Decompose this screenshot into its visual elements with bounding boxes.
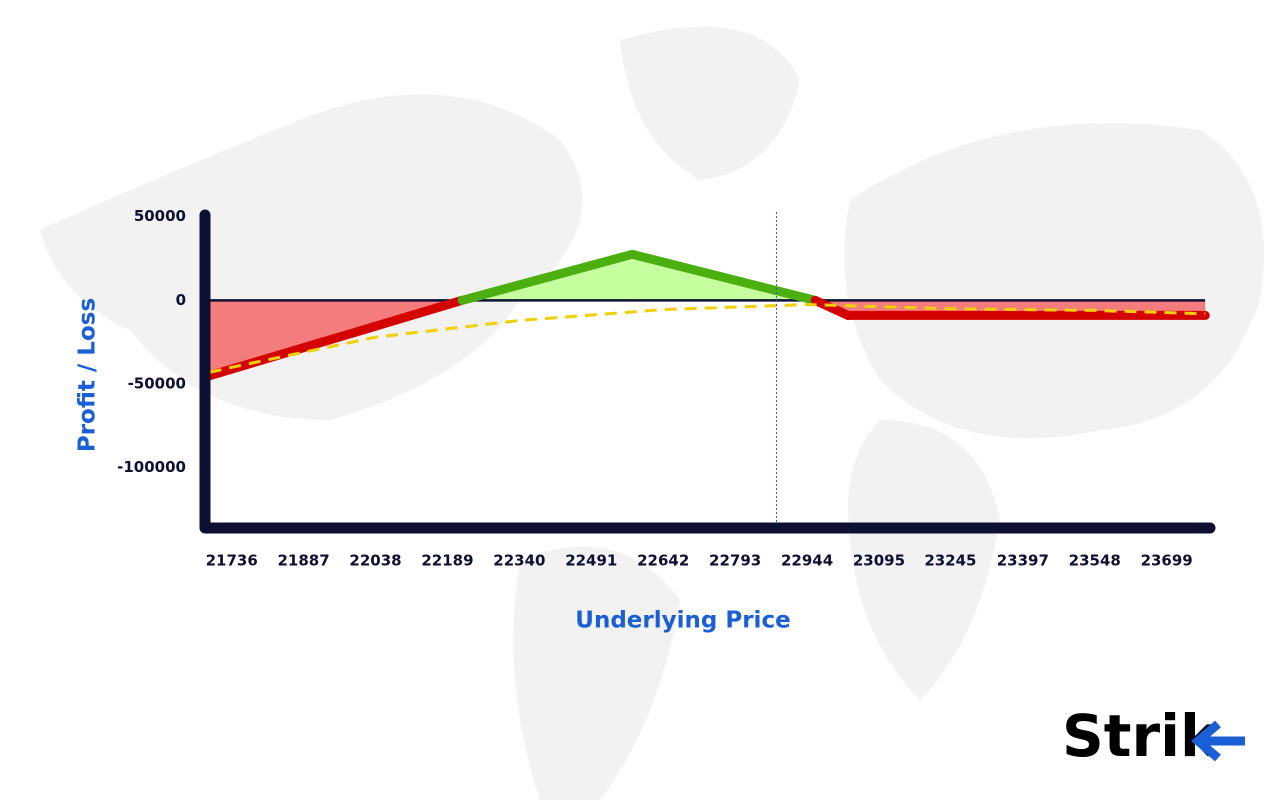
logo: Strik — [1062, 702, 1245, 770]
y-tick-label: 0 — [176, 291, 186, 309]
x-tick-label: 22189 — [421, 552, 473, 570]
x-tick-label: 23397 — [997, 552, 1049, 570]
x-tick-label: 21887 — [278, 552, 330, 570]
y-tick-label: -100000 — [117, 458, 186, 476]
x-tick-label: 21736 — [206, 552, 258, 570]
logo-text: Strik — [1062, 702, 1220, 770]
x-tick-label: 22944 — [781, 552, 833, 570]
y-tick-label: 50000 — [134, 207, 186, 225]
x-tick-label: 22793 — [709, 552, 761, 570]
y-tick-label: -50000 — [128, 375, 186, 393]
x-tick-label: 23699 — [1141, 552, 1193, 570]
x-tick-label: 22642 — [637, 552, 689, 570]
x-tick-label: 22491 — [565, 552, 617, 570]
x-tick-label: 22340 — [493, 552, 545, 570]
logo-arrow — [1191, 720, 1245, 762]
profit-line — [457, 249, 637, 305]
x-tick-label: 23548 — [1069, 552, 1121, 570]
axes — [199, 209, 1216, 534]
expiry-curve — [209, 303, 1206, 374]
x-tick-label: 23095 — [853, 552, 905, 570]
x-tick-label: 22038 — [349, 552, 401, 570]
profit-line — [627, 249, 820, 305]
x-axis-title: Underlying Price — [575, 608, 790, 634]
loss-line — [810, 295, 853, 320]
x-tick-label: 23245 — [924, 552, 976, 570]
y-axis-title: Profit / Loss — [75, 298, 101, 452]
background-map — [40, 26, 1264, 800]
